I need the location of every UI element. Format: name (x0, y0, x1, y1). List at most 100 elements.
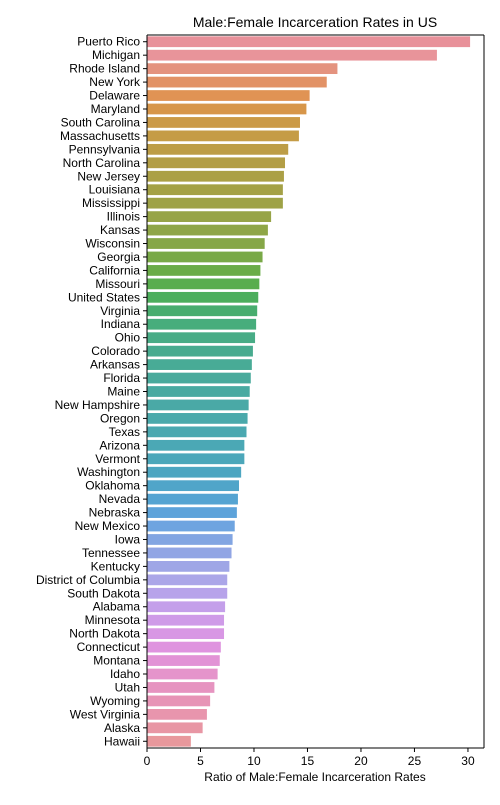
bar-nebraska (147, 507, 237, 518)
x-tick-label: 10 (247, 754, 261, 768)
category-label: Puerto Rico (77, 35, 140, 49)
bar-new-york (147, 76, 327, 88)
category-label: United States (68, 290, 140, 304)
category-label: New Mexico (75, 519, 141, 533)
category-label: Maryland (91, 102, 140, 116)
bar-south-dakota (147, 587, 228, 599)
category-label: Ohio (115, 331, 141, 345)
bar-iowa (147, 534, 233, 545)
x-tick-label: 30 (461, 754, 475, 768)
chart-title: Male:Female Incarceration Rates in US (193, 14, 437, 30)
category-label: Kentucky (91, 559, 140, 573)
bar-california (147, 265, 261, 276)
bar-oregon (147, 413, 248, 424)
bar-kansas (147, 224, 268, 236)
bar-alabama (147, 601, 226, 613)
bar-north-carolina (147, 157, 286, 169)
bar-michigan (147, 49, 437, 61)
category-label: Nebraska (89, 506, 141, 520)
category-label: North Dakota (69, 627, 140, 641)
bar-puerto-rico (147, 36, 471, 48)
category-label: West Virginia (70, 707, 141, 721)
bar-vermont (147, 453, 245, 465)
bar-ohio (147, 332, 256, 344)
category-label: Nevada (99, 492, 141, 506)
category-label: New York (89, 75, 141, 89)
bar-connecticut (147, 641, 221, 653)
category-label: Oregon (100, 411, 140, 425)
bar-arkansas (147, 359, 252, 370)
bar-rhode-island (147, 63, 338, 75)
category-label: Texas (109, 425, 140, 439)
bar-wyoming (147, 695, 211, 707)
bar-virginia (147, 305, 258, 317)
category-label: Georgia (97, 250, 140, 264)
bar-oklahoma (147, 480, 240, 492)
x-tick-label: 25 (408, 754, 422, 768)
bar-tennessee (147, 547, 232, 559)
category-label: Virginia (100, 304, 140, 318)
bar-montana (147, 655, 220, 666)
category-label: South Carolina (61, 115, 141, 129)
category-label: Vermont (95, 452, 140, 466)
category-label: Missouri (95, 277, 140, 291)
bar-wisconsin (147, 238, 265, 249)
category-label: South Dakota (67, 586, 140, 600)
bar-louisiana (147, 184, 283, 196)
bar-mississippi (147, 197, 283, 209)
bar-united-states (147, 291, 259, 303)
bar-district-of-columbia (147, 574, 228, 586)
x-tick-label: 20 (354, 754, 368, 768)
category-label: Rhode Island (69, 62, 140, 76)
bar-minnesota (147, 614, 225, 626)
x-tick-label: 0 (144, 754, 151, 768)
category-label: Utah (115, 680, 140, 694)
category-label: New Hampshire (55, 398, 141, 412)
bar-south-carolina (147, 117, 300, 128)
bars-layer (147, 36, 471, 747)
category-label: Alabama (93, 600, 141, 614)
category-label: Delaware (89, 89, 140, 103)
category-label: Arizona (99, 438, 140, 452)
bar-hawaii (147, 735, 191, 747)
category-label: Massachusetts (60, 129, 140, 143)
bar-idaho (147, 668, 218, 680)
category-label: Washington (77, 465, 140, 479)
bar-florida (147, 372, 251, 384)
category-label: Wyoming (90, 694, 140, 708)
category-label: Kansas (100, 223, 140, 237)
category-label: Colorado (91, 344, 140, 358)
category-label: Maine (107, 385, 140, 399)
category-label: Minnesota (85, 613, 141, 627)
category-label: Michigan (92, 48, 140, 62)
category-label: Indiana (101, 317, 141, 331)
category-label: Alaska (104, 721, 140, 735)
bar-missouri (147, 278, 260, 290)
bar-maryland (147, 103, 307, 115)
bar-utah (147, 682, 215, 693)
bar-texas (147, 426, 247, 438)
x-axis: 0 5 10 15 20 25 30 (144, 748, 475, 768)
x-axis-label: Ratio of Male:Female Incarceration Rates (204, 770, 425, 784)
category-label: Iowa (115, 532, 141, 546)
category-label: Florida (103, 371, 140, 385)
x-tick-label: 5 (197, 754, 204, 768)
category-label: Oklahoma (85, 479, 140, 493)
bar-new-mexico (147, 520, 235, 532)
bar-georgia (147, 251, 263, 263)
bar-arizona (147, 439, 245, 451)
category-label: Louisiana (89, 183, 141, 197)
category-label: North Carolina (63, 156, 141, 170)
bar-alaska (147, 722, 203, 734)
x-tick-label: 15 (301, 754, 315, 768)
bar-massachusetts (147, 130, 299, 142)
category-label: Wisconsin (85, 237, 140, 251)
bar-west-virginia (147, 708, 207, 720)
category-label: Mississippi (82, 196, 140, 210)
category-label: Arkansas (90, 358, 140, 372)
category-label: Tennessee (82, 546, 140, 560)
category-label: Idaho (110, 667, 140, 681)
